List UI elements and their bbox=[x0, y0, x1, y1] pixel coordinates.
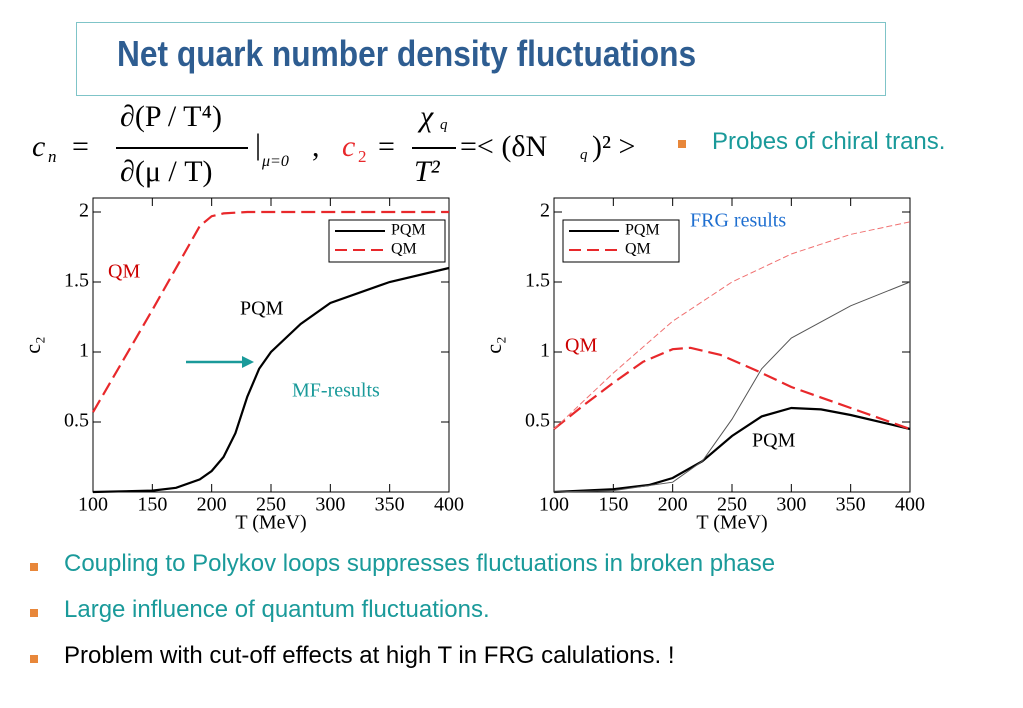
x-tick-label: 100 bbox=[539, 494, 569, 516]
annotation: QM bbox=[108, 261, 140, 283]
bullet: Coupling to Polykov loops suppresses flu… bbox=[64, 550, 776, 577]
f: n bbox=[48, 147, 57, 166]
f: c bbox=[32, 130, 46, 163]
f: q bbox=[580, 147, 588, 163]
series-line bbox=[553, 406, 911, 494]
annotation: MF-results bbox=[292, 380, 380, 402]
title: Net quark number density fluctuations bbox=[117, 33, 697, 74]
x-tick-label: 400 bbox=[434, 494, 464, 516]
x-tick-label: 150 bbox=[598, 494, 628, 516]
x-tick-label: 300 bbox=[315, 494, 345, 516]
x-tick-label: 250 bbox=[256, 494, 286, 516]
f: μ=0 bbox=[262, 153, 289, 170]
f: χ bbox=[420, 100, 434, 133]
y-axis-label: c₂ bbox=[481, 336, 506, 353]
f: c bbox=[342, 130, 356, 163]
arrow-head bbox=[242, 356, 254, 368]
f: q bbox=[440, 117, 448, 133]
x-tick-label: 200 bbox=[658, 494, 688, 516]
annotation: PQM bbox=[240, 298, 284, 320]
f: ∂(μ / T) bbox=[120, 155, 213, 188]
title-box: Net quark number density fluctuations bbox=[76, 22, 886, 96]
y-tick-label: 2 bbox=[79, 200, 89, 222]
x-axis-label: T (MeV) bbox=[235, 512, 306, 534]
x-tick-label: 400 bbox=[895, 494, 925, 516]
legend-box bbox=[562, 219, 680, 263]
y-tick-label: 0.5 bbox=[525, 410, 550, 432]
legend-box bbox=[328, 219, 446, 263]
y-tick-label: 0.5 bbox=[64, 410, 89, 432]
legend-label: PQM bbox=[625, 222, 660, 239]
f: 2 bbox=[358, 147, 367, 166]
f: = bbox=[378, 130, 395, 163]
series-line bbox=[553, 281, 911, 493]
y-tick-label: 1 bbox=[79, 340, 89, 362]
x-tick-label: 200 bbox=[197, 494, 227, 516]
frac bbox=[412, 147, 456, 149]
side-bullet: Probes of chiral trans. bbox=[712, 128, 946, 155]
annotation: PQM bbox=[752, 430, 796, 452]
series-line bbox=[553, 346, 911, 431]
y-tick-label: 1.5 bbox=[64, 270, 89, 292]
y-tick-label: 2 bbox=[540, 200, 550, 222]
legend-label: PQM bbox=[391, 222, 426, 239]
bullet-marker bbox=[30, 655, 38, 663]
f: = bbox=[72, 130, 89, 163]
bullet: Problem with cut-off effects at high T i… bbox=[64, 642, 675, 669]
x-tick-label: 100 bbox=[78, 494, 108, 516]
f: )² > bbox=[592, 130, 636, 163]
x-tick-label: 300 bbox=[776, 494, 806, 516]
annotation: QM bbox=[565, 335, 597, 357]
series-line bbox=[92, 266, 450, 494]
bullet-marker bbox=[30, 563, 38, 571]
bullet: Large influence of quantum fluctuations. bbox=[64, 596, 490, 623]
series-line bbox=[553, 221, 911, 430]
frac bbox=[116, 147, 248, 149]
y-tick-label: 1 bbox=[540, 340, 550, 362]
bullet-marker bbox=[30, 609, 38, 617]
x-tick-label: 350 bbox=[836, 494, 866, 516]
f: ∂(P / T⁴) bbox=[120, 100, 222, 133]
x-axis-label: T (MeV) bbox=[696, 512, 767, 534]
x-tick-label: 250 bbox=[717, 494, 747, 516]
f: , bbox=[312, 130, 320, 163]
y-tick-label: 1.5 bbox=[525, 270, 550, 292]
annotation: FRG results bbox=[690, 210, 786, 232]
series-line bbox=[92, 210, 449, 413]
x-tick-label: 350 bbox=[375, 494, 405, 516]
y-axis-label: c₂ bbox=[20, 336, 45, 353]
legend-label: QM bbox=[391, 241, 417, 258]
legend-label: QM bbox=[625, 241, 651, 258]
x-tick-label: 150 bbox=[137, 494, 167, 516]
bullet-marker bbox=[678, 140, 686, 148]
f: T² bbox=[414, 155, 440, 188]
f: =< (δN bbox=[460, 130, 548, 163]
f: | bbox=[255, 128, 262, 161]
